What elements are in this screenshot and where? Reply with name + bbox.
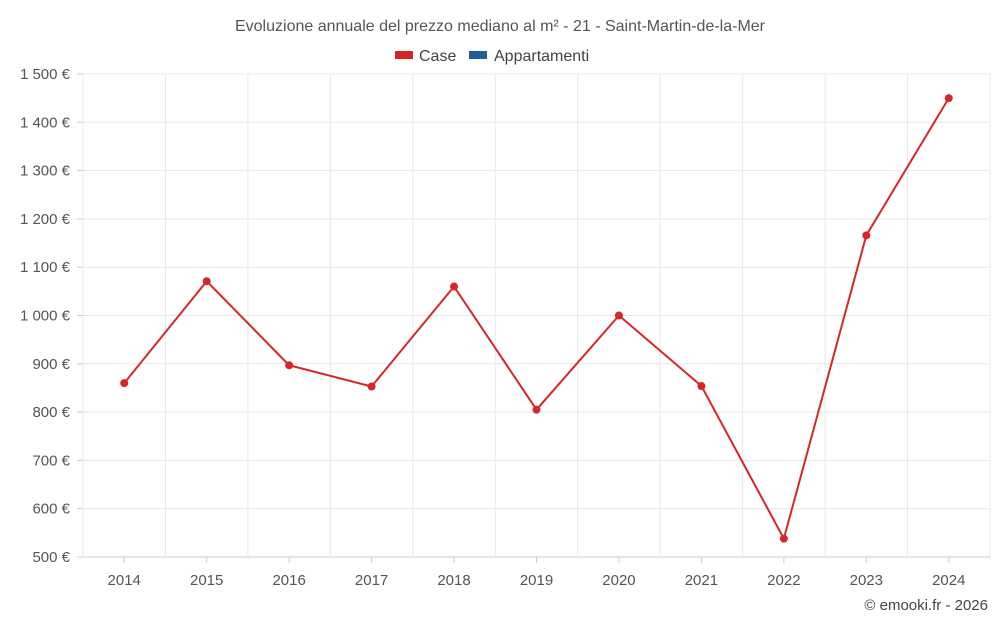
data-point[interactable] bbox=[779, 534, 788, 543]
x-tick-label: 2020 bbox=[602, 572, 635, 589]
legend-item-case[interactable]: Case bbox=[395, 48, 456, 65]
x-tick-label: 2024 bbox=[932, 572, 965, 589]
y-tick-label: 900 € bbox=[32, 356, 70, 373]
x-tick-label: 2017 bbox=[355, 572, 388, 589]
chart-title: Evoluzione annuale del prezzo mediano al… bbox=[235, 18, 766, 35]
legend-swatch-case bbox=[395, 51, 413, 59]
y-tick-label: 1 100 € bbox=[20, 259, 71, 276]
y-tick-label: 1 400 € bbox=[20, 114, 71, 131]
data-point[interactable] bbox=[862, 231, 871, 240]
grid bbox=[77, 73, 991, 563]
data-point[interactable] bbox=[450, 282, 459, 291]
legend-item-appartamenti[interactable]: Appartamenti bbox=[469, 48, 589, 65]
data-point[interactable] bbox=[120, 379, 129, 388]
data-point[interactable] bbox=[614, 311, 623, 320]
legend-swatch-appartamenti bbox=[469, 51, 487, 59]
y-tick-label: 1 300 € bbox=[20, 163, 71, 180]
x-tick-label: 2016 bbox=[272, 572, 305, 589]
x-tick-label: 2021 bbox=[685, 572, 718, 589]
x-tick-label: 2023 bbox=[850, 572, 883, 589]
y-tick-label: 800 € bbox=[32, 404, 70, 421]
legend-label-case: Case bbox=[419, 48, 456, 65]
x-tick-label: 2014 bbox=[108, 572, 141, 589]
data-point[interactable] bbox=[285, 361, 294, 370]
x-tick-label: 2019 bbox=[520, 572, 553, 589]
y-tick-label: 1 200 € bbox=[20, 211, 71, 228]
y-tick-label: 700 € bbox=[32, 452, 70, 469]
y-tick-label: 600 € bbox=[32, 501, 70, 518]
data-point[interactable] bbox=[202, 277, 211, 286]
data-point[interactable] bbox=[532, 405, 541, 414]
credit-text: © emooki.fr - 2026 bbox=[864, 597, 988, 614]
series-layer bbox=[120, 94, 953, 543]
x-axis-ticks: 2014 2015 2016 2017 2018 2019 2020 2021 2022 2023… bbox=[108, 572, 966, 589]
legend-label-appartamenti: Appartamenti bbox=[494, 48, 589, 65]
y-tick-label: 1 000 € bbox=[20, 308, 71, 325]
legend: Case Appartamenti bbox=[395, 48, 589, 65]
y-tick-label: 500 € bbox=[32, 549, 70, 566]
x-tick-label: 2015 bbox=[190, 572, 223, 589]
data-point[interactable] bbox=[944, 94, 953, 103]
x-tick-label: 2018 bbox=[437, 572, 470, 589]
x-tick-label: 2022 bbox=[767, 572, 800, 589]
data-point[interactable] bbox=[697, 382, 706, 391]
data-point[interactable] bbox=[367, 382, 376, 391]
y-tick-label: 1 500 € bbox=[20, 66, 71, 83]
y-axis-ticks: 500 € 600 € 700 € 800 € 900 € 1 000 € 1 100 € 1… bbox=[20, 66, 71, 566]
